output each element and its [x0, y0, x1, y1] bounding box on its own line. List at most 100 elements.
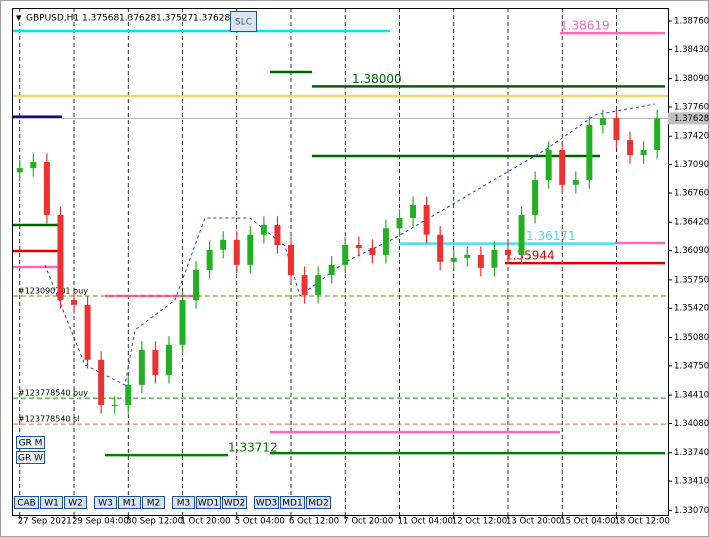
header-price: 1.37527 — [156, 14, 193, 24]
candle-body — [382, 228, 389, 255]
header-price: 1.37568 — [82, 14, 119, 24]
y-tick-label: 1.38090 — [674, 74, 709, 84]
level-label: 1.38619 — [560, 19, 610, 33]
side-button[interactable]: GR M — [16, 436, 45, 449]
candle-body — [586, 125, 593, 181]
trade-path — [44, 103, 656, 386]
symbol: GBPUSD,H1 — [26, 14, 79, 24]
button-label: W2 — [68, 499, 83, 509]
slc-label: SLC — [235, 18, 252, 28]
candle-body — [233, 239, 240, 265]
candle-body — [572, 180, 579, 185]
x-tick-label: 27 Sep 2021 — [18, 517, 72, 527]
candle-body — [152, 349, 159, 375]
candle-body — [288, 245, 295, 276]
x-tick-label: 11 Oct 04:00 — [397, 517, 452, 527]
candle-body — [342, 245, 349, 265]
level-label: 1.36171 — [526, 229, 576, 243]
button-label: GR W — [18, 454, 43, 464]
button-face — [94, 496, 117, 509]
y-tick-label: 1.35080 — [674, 333, 709, 343]
tool-button[interactable]: W3 — [94, 496, 117, 509]
candle-body — [464, 254, 471, 258]
order-label: #123778540 sl — [18, 415, 79, 424]
tool-button[interactable]: M3 — [172, 496, 195, 509]
x-tick-label: 15 Oct 04:00 — [560, 517, 615, 527]
candle-body — [165, 344, 172, 375]
button-label: MD2 — [308, 499, 328, 509]
button-face — [14, 496, 39, 509]
candle-body — [355, 245, 362, 249]
button-face — [222, 496, 247, 509]
candle-body — [518, 214, 525, 255]
level-label: 1.33712 — [228, 441, 278, 455]
candle-body — [71, 300, 78, 305]
candle-body — [247, 234, 254, 265]
tool-button[interactable]: M1 — [118, 496, 141, 509]
button-label: WD2 — [224, 499, 246, 509]
button-label: M3 — [177, 499, 191, 509]
candle-body — [532, 180, 539, 215]
candle-body — [315, 275, 322, 295]
candle-body — [220, 239, 227, 250]
candle-body — [613, 118, 620, 141]
candle-body — [260, 224, 267, 235]
tool-button[interactable]: MD1 — [280, 496, 305, 509]
x-tick-label: 6 Oct 12:00 — [289, 517, 339, 527]
y-tick-label: 1.34750 — [674, 361, 709, 371]
y-tick-label: 1.36760 — [674, 188, 709, 198]
candle-body — [193, 269, 200, 301]
candle-body — [369, 248, 376, 255]
x-tick-label: 12 Oct 12:00 — [452, 517, 507, 527]
candle-body — [111, 404, 118, 406]
button-label: CAB — [17, 499, 36, 509]
y-tick-label: 1.37420 — [674, 132, 709, 142]
button-label: W1 — [44, 499, 59, 509]
candle-body — [57, 214, 64, 301]
y-tick-label: 1.34410 — [674, 391, 709, 401]
tool-button[interactable]: MD2 — [306, 496, 331, 509]
level-label: 1.35944 — [505, 249, 555, 263]
candle-body — [328, 264, 335, 276]
candle-body — [640, 149, 647, 156]
slc-button[interactable]: SLC — [230, 11, 257, 32]
candle-body — [396, 217, 403, 229]
button-face — [142, 496, 165, 509]
tool-button[interactable]: W2 — [64, 496, 87, 509]
y-tick-label: 1.35420 — [674, 304, 709, 314]
candle-body — [43, 162, 50, 215]
button-label: M1 — [123, 499, 137, 509]
y-tick-label: 1.35750 — [674, 275, 709, 285]
candle-body — [274, 224, 281, 246]
candle-body — [125, 384, 132, 405]
header-price: 1.37628 — [193, 14, 230, 24]
tool-button[interactable]: W1 — [40, 496, 63, 509]
y-tick-label: 1.37090 — [674, 160, 709, 170]
candle-body — [206, 249, 213, 270]
button-label: WD1 — [198, 499, 220, 509]
header-prices: 1.37568 1.37628 1.37527 1.37628 — [82, 14, 230, 24]
tool-button[interactable]: M2 — [142, 496, 165, 509]
button-label: WD3 — [256, 499, 278, 509]
order-label: #123090701 buy — [18, 287, 88, 296]
tool-button[interactable]: WD3 — [254, 496, 279, 509]
y-tick-label: 1.38430 — [674, 45, 709, 55]
y-tick-label: 1.37760 — [674, 102, 709, 112]
buttons: CAB W1 W2 W3 M1 M2 M3 WD1 WD2 WD3 MD1 MD2 GR M GR W — [14, 436, 331, 509]
button-face — [40, 496, 63, 509]
x-tick-label: 18 Oct 12:00 — [614, 517, 669, 527]
bid-label: 1.37628 — [674, 114, 709, 124]
button-face — [196, 496, 221, 509]
candle-body — [179, 300, 186, 345]
button-face — [16, 436, 45, 449]
candles — [16, 109, 661, 414]
button-label: GR M — [19, 439, 43, 449]
menu-arrow: ▼ — [16, 14, 22, 22]
side-button[interactable]: GR W — [16, 451, 45, 464]
levels: 1.38619 1.38000 1.36171 1.35944 1.33712 #1230… — [13, 19, 668, 457]
tool-button[interactable]: WD1 — [196, 496, 221, 509]
tool-button[interactable]: WD2 — [222, 496, 247, 509]
button-face — [64, 496, 87, 509]
tool-button[interactable]: CAB — [14, 496, 39, 509]
